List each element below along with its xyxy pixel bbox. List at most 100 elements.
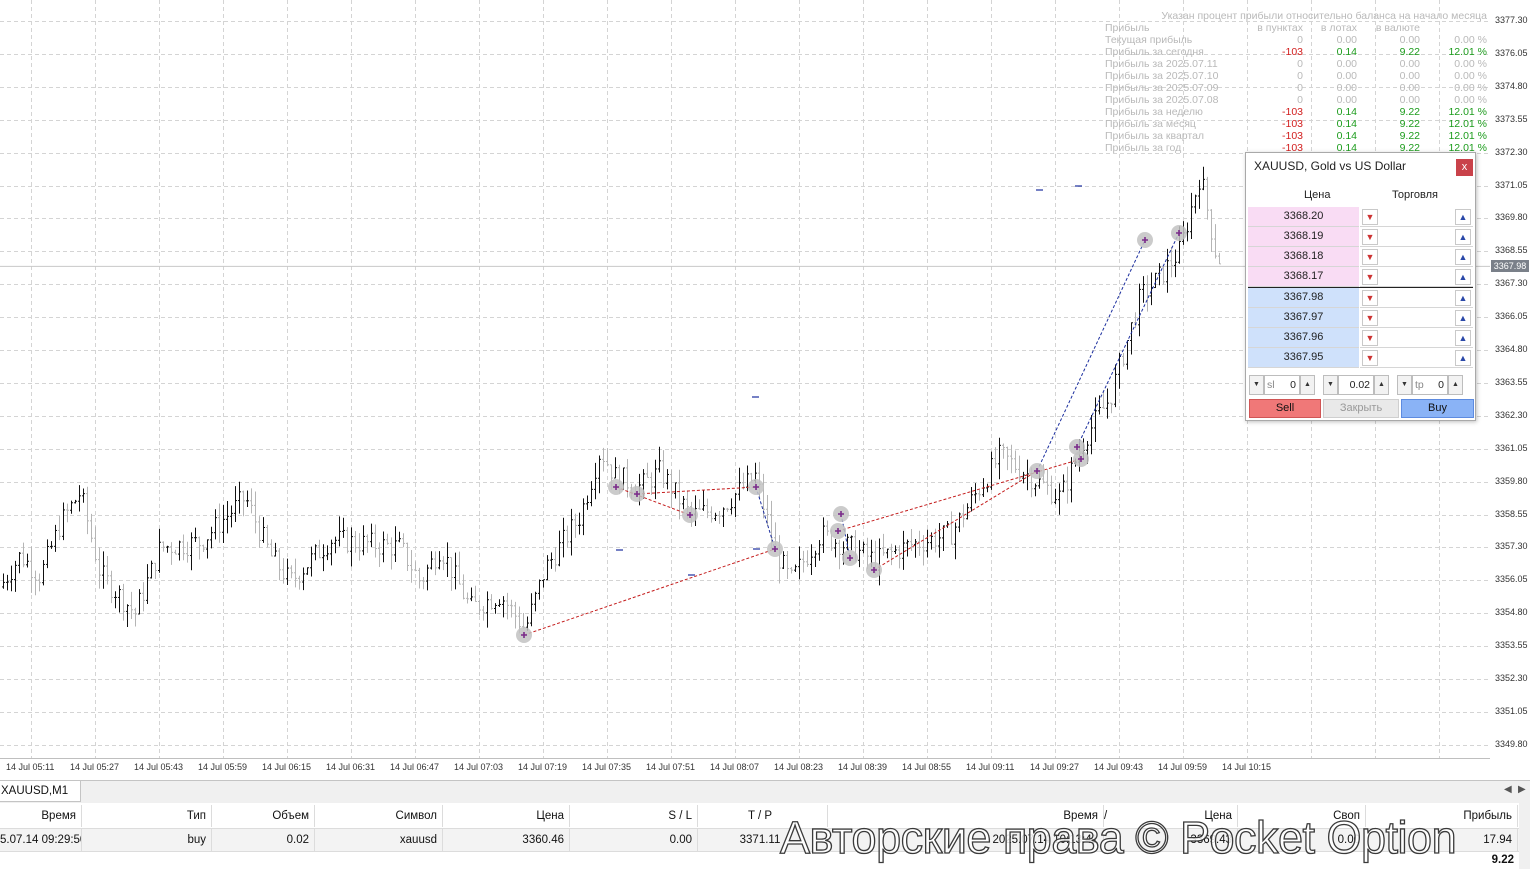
stats-row: Прибыль за 2025.07.11 0 0.00 0.00 0.00 % bbox=[1100, 58, 1490, 70]
level-price[interactable]: 3368.19 bbox=[1248, 227, 1359, 247]
table-header-cell[interactable]: S / L bbox=[570, 805, 698, 827]
table-cell: 0.00 bbox=[570, 829, 698, 851]
price-tick-label: 3364.80 bbox=[1495, 344, 1528, 355]
table-header-cell[interactable]: Цена bbox=[1110, 805, 1238, 827]
level-price[interactable]: 3367.96 bbox=[1248, 328, 1359, 348]
stats-cell: 0.00 % bbox=[1454, 58, 1487, 70]
buy-at-level-icon[interactable]: ▲ bbox=[1455, 290, 1471, 306]
table-cell: 0.02 bbox=[212, 829, 315, 851]
sl-down-button[interactable]: ▼ bbox=[1249, 375, 1264, 395]
lot-up-button[interactable]: ▲ bbox=[1374, 375, 1389, 395]
stats-cell: Текущая прибыль bbox=[1105, 34, 1193, 46]
close-position-button[interactable]: Закрыть bbox=[1323, 399, 1399, 418]
price-tick-label: 3352.30 bbox=[1495, 673, 1528, 684]
price-axis: 3377.30 3376.05 3374.80 3373.55 3372.30 3371.… bbox=[1490, 0, 1530, 780]
level-price[interactable]: 3367.95 bbox=[1248, 348, 1359, 368]
time-tick-label: 14 Jul 08:23 bbox=[774, 762, 824, 772]
sl-field[interactable]: sl 0 bbox=[1264, 375, 1300, 395]
sell-at-level-icon[interactable]: ▼ bbox=[1362, 209, 1378, 225]
price-tick-label: 3368.55 bbox=[1495, 245, 1528, 256]
trade-connection-line bbox=[615, 486, 691, 516]
stats-cell: 0.00 bbox=[1399, 94, 1420, 106]
sell-at-level-icon[interactable]: ▼ bbox=[1362, 330, 1378, 346]
tp-down-button[interactable]: ▼ bbox=[1397, 375, 1412, 395]
level-price[interactable]: 3368.17 bbox=[1248, 267, 1359, 287]
sell-at-level-icon[interactable]: ▼ bbox=[1362, 249, 1378, 265]
level-trade-cell: ▼ ▲ bbox=[1360, 328, 1473, 348]
chart-canvas[interactable] bbox=[0, 0, 1490, 758]
level-price[interactable]: 3368.20 bbox=[1248, 207, 1359, 227]
trade-connection-line bbox=[523, 548, 776, 636]
sl-up-button[interactable]: ▲ bbox=[1300, 375, 1315, 395]
tab-scroll-left-icon[interactable]: ◀ bbox=[1504, 784, 1512, 795]
stats-cell: 0.00 bbox=[1399, 34, 1420, 46]
sell-at-level-icon[interactable]: ▼ bbox=[1362, 350, 1378, 366]
buy-button[interactable]: Buy bbox=[1401, 399, 1474, 418]
sell-at-level-icon[interactable]: ▼ bbox=[1362, 310, 1378, 326]
level-price[interactable]: 3367.97 bbox=[1248, 308, 1359, 328]
table-header-cell[interactable]: Прибыль bbox=[1366, 805, 1518, 827]
one-click-trading-panel: XAUUSD, Gold vs US Dollar x Цена Торговл… bbox=[1245, 152, 1476, 421]
price-tick-label: 3361.05 bbox=[1495, 442, 1528, 453]
bid-level-row: 3367.95 ▼ ▲ bbox=[1248, 348, 1473, 368]
ask-level-row: 3368.18 ▼ ▲ bbox=[1248, 247, 1473, 267]
stats-row: Прибыль за неделю -103 0.14 9.22 12.01 % bbox=[1100, 106, 1490, 118]
order-controls: ▼ sl 0 ▲ ▼ 0.02 ▲ ▼ tp 0 ▲ bbox=[1249, 375, 1473, 395]
stats-row: Прибыль за сегодня -103 0.14 9.22 12.01 % bbox=[1100, 46, 1490, 58]
table-header-cell[interactable]: Тип bbox=[82, 805, 212, 827]
time-tick-label: 14 Jul 07:35 bbox=[582, 762, 632, 772]
panel-close-button[interactable]: x bbox=[1456, 159, 1473, 176]
stats-cell: 12.01 % bbox=[1448, 106, 1487, 118]
buy-at-level-icon[interactable]: ▲ bbox=[1455, 229, 1471, 245]
table-header-cell[interactable]: Символ bbox=[315, 805, 443, 827]
price-tick-label: 3362.30 bbox=[1495, 409, 1528, 420]
sell-at-level-icon[interactable]: ▼ bbox=[1362, 229, 1378, 245]
buy-at-level-icon[interactable]: ▲ bbox=[1455, 269, 1471, 285]
sl-label: sl bbox=[1267, 379, 1275, 391]
table-cell: 3360.46 bbox=[443, 829, 570, 851]
stats-cell: Прибыль за сегодня bbox=[1105, 46, 1204, 58]
price-tick-label: 3356.05 bbox=[1495, 574, 1528, 585]
lot-field[interactable]: 0.02 bbox=[1338, 375, 1374, 395]
lot-down-button[interactable]: ▼ bbox=[1323, 375, 1338, 395]
current-price-marker: 3367.98 bbox=[1491, 260, 1529, 273]
stats-cell: -103 bbox=[1281, 46, 1303, 58]
watermark: Авторские права © Pocket Option bbox=[779, 811, 1457, 863]
stats-cell: 0.00 bbox=[1336, 94, 1357, 106]
buy-at-level-icon[interactable]: ▲ bbox=[1455, 209, 1471, 225]
level-price[interactable]: 3368.18 bbox=[1248, 247, 1359, 267]
stats-cell: 0 bbox=[1297, 70, 1303, 82]
table-header-cell[interactable]: Время bbox=[828, 805, 1104, 827]
level-trade-cell: ▼ ▲ bbox=[1360, 308, 1473, 328]
table-header-cell[interactable]: T / P bbox=[698, 805, 828, 827]
buy-at-level-icon[interactable]: ▲ bbox=[1455, 249, 1471, 265]
buy-at-level-icon[interactable]: ▲ bbox=[1455, 350, 1471, 366]
vertical-scrollbar[interactable] bbox=[1519, 803, 1530, 869]
stats-cell: 12.01 % bbox=[1448, 46, 1487, 58]
time-tick-label: 14 Jul 07:03 bbox=[454, 762, 504, 772]
stats-note-row: Указан процент прибыли относительно бала… bbox=[1100, 10, 1490, 22]
table-header-cell[interactable]: / bbox=[1104, 810, 1108, 822]
table-header-cell[interactable]: Своп bbox=[1238, 805, 1366, 827]
buy-at-level-icon[interactable]: ▲ bbox=[1455, 330, 1471, 346]
table-header-cell[interactable]: Время bbox=[0, 805, 82, 827]
price-chart[interactable] bbox=[0, 0, 1490, 758]
tp-up-button[interactable]: ▲ bbox=[1448, 375, 1463, 395]
tp-field[interactable]: tp 0 bbox=[1412, 375, 1448, 395]
table-row[interactable]: 5.07.14 09:29:50 buy 0.02 xauusd 3360.46 0.00… bbox=[0, 828, 1530, 852]
table-header-cell[interactable]: Объем bbox=[212, 805, 315, 827]
stats-cell: -103 bbox=[1281, 118, 1303, 130]
stats-cell: Прибыль за неделю bbox=[1105, 106, 1203, 118]
tab-scroll-right-icon[interactable]: ▶ bbox=[1518, 784, 1526, 795]
chart-tab-xauusd[interactable]: XAUUSD,M1 bbox=[0, 781, 82, 802]
sell-at-level-icon[interactable]: ▼ bbox=[1362, 269, 1378, 285]
sell-at-level-icon[interactable]: ▼ bbox=[1362, 290, 1378, 306]
buy-at-level-icon[interactable]: ▲ bbox=[1455, 310, 1471, 326]
level-price[interactable]: 3367.98 bbox=[1248, 288, 1359, 308]
table-header-cell[interactable]: Цена bbox=[443, 805, 570, 827]
sell-button[interactable]: Sell bbox=[1249, 399, 1321, 418]
stats-cell: Прибыль за квартал bbox=[1105, 130, 1205, 142]
level-trade-cell: ▼ ▲ bbox=[1360, 348, 1473, 368]
time-tick-label: 14 Jul 06:47 bbox=[390, 762, 440, 772]
